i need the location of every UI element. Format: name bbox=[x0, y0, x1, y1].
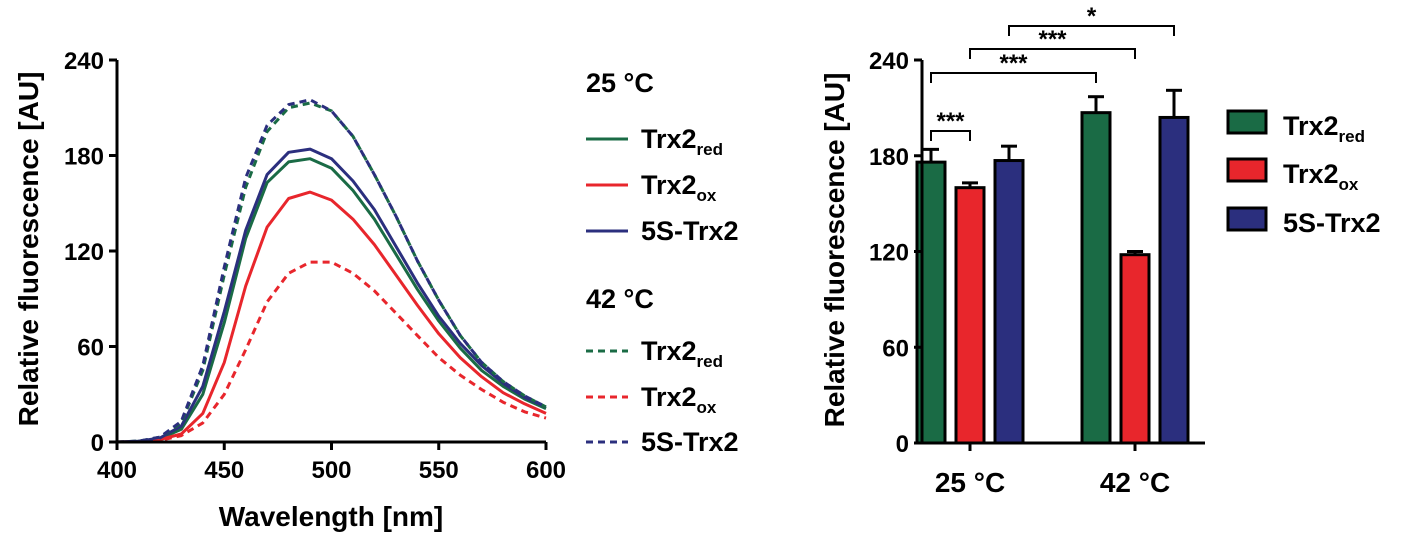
spectrum-line-5 bbox=[116, 98, 547, 444]
bar-legend-label-0-sub: red bbox=[1339, 127, 1365, 146]
line-y-tick-label-4: 240 bbox=[64, 48, 104, 75]
bar-legend-label-1-sub: ox bbox=[1339, 175, 1359, 194]
significance-brackets: ********** bbox=[930, 3, 1175, 141]
spectrum-line-0 bbox=[116, 157, 547, 444]
bar-chart: 0 60 120 180 240 25 °C 42 °C Relative fluoresc… bbox=[819, 3, 1381, 498]
bar-legend-label-1: Trx2ox bbox=[1283, 159, 1359, 194]
bar-axes: 0 60 120 180 240 25 °C 42 °C bbox=[869, 48, 1205, 498]
significance-bracket-3 bbox=[1008, 25, 1175, 36]
line-y-tick-label-2: 120 bbox=[64, 239, 104, 266]
bar-legend-swatch-1 bbox=[1226, 157, 1268, 183]
line-x-tick-label-4: 600 bbox=[526, 457, 566, 484]
line-x-tick-label-0: 400 bbox=[97, 457, 137, 484]
bar-legend-swatch-2 bbox=[1226, 206, 1268, 232]
significance-bracket-1 bbox=[930, 72, 1097, 83]
significance-label-2: *** bbox=[1038, 26, 1067, 53]
bar-plot-area bbox=[915, 88, 1190, 445]
significance-bracket-0 bbox=[930, 130, 971, 141]
line-legend-label-2: 5S-Trx2 bbox=[641, 216, 739, 246]
bar-0-1 bbox=[1080, 111, 1112, 445]
line-legend-group-title-1: 42 °C bbox=[586, 284, 654, 314]
significance-label-0: *** bbox=[936, 108, 965, 135]
bar-1-0 bbox=[954, 186, 986, 445]
line-legend-label-2-main: 5S-Trx2 bbox=[641, 216, 739, 246]
spectrum-line-1 bbox=[116, 190, 547, 444]
line-y-tick-label-3: 180 bbox=[64, 144, 104, 171]
bar-legend-label-0: Trx2red bbox=[1283, 111, 1365, 146]
line-x-tick-label-3: 550 bbox=[419, 457, 459, 484]
bar-y-tick-label-0: 0 bbox=[896, 431, 909, 458]
line-x-tick-label-2: 500 bbox=[311, 457, 351, 484]
bar-category-label-0: 25 °C bbox=[935, 467, 1005, 498]
line-legend-label-1: Trx2ox bbox=[641, 170, 717, 205]
significance-label-3: * bbox=[1087, 3, 1097, 30]
line-legend-label-3: Trx2red bbox=[641, 336, 723, 371]
line-y-tick-label-0: 0 bbox=[91, 430, 104, 457]
bar-y-tick-label-1: 60 bbox=[882, 335, 909, 362]
line-legend-label-0-sub: red bbox=[697, 140, 723, 159]
line-x-axis-title: Wavelength [nm] bbox=[219, 501, 444, 532]
significance-label-1: *** bbox=[999, 50, 1028, 77]
spectrum-line-4 bbox=[116, 260, 547, 444]
bar-y-tick-label-4: 240 bbox=[869, 48, 909, 75]
bar-y-tick-label-2: 120 bbox=[869, 240, 909, 267]
bar-y-axis-title: Relative fluorescence [AU] bbox=[819, 73, 850, 428]
line-legend-label-5: 5S-Trx2 bbox=[641, 427, 739, 457]
bar-1-1 bbox=[1119, 253, 1151, 445]
line-axes: 400 450 500 550 600 0 60 120 180 240 bbox=[64, 48, 566, 484]
line-legend-group-title-0: 25 °C bbox=[586, 68, 654, 98]
line-chart: 400 450 500 550 600 0 60 120 180 240 Wavelength [… bbox=[13, 48, 739, 532]
line-legend-label-4: Trx2ox bbox=[641, 382, 717, 417]
line-legend-label-0-main: Trx2 bbox=[641, 124, 697, 154]
line-legend-label-3-sub: red bbox=[697, 352, 723, 371]
bar-legend-swatch-0 bbox=[1226, 109, 1268, 135]
line-legend-label-4-sub: ox bbox=[697, 398, 717, 417]
bar-category-label-1: 42 °C bbox=[1100, 467, 1170, 498]
bar-y-tick-label-3: 180 bbox=[869, 144, 909, 171]
significance-bracket-2 bbox=[969, 48, 1136, 59]
line-legend-label-1-sub: ox bbox=[697, 186, 717, 205]
bar-legend-label-0-main: Trx2 bbox=[1283, 111, 1339, 141]
bar-legend-label-1-main: Trx2 bbox=[1283, 159, 1339, 189]
bar-legend-label-2-main: 5S-Trx2 bbox=[1283, 208, 1381, 238]
bar-legend-label-2: 5S-Trx2 bbox=[1283, 208, 1381, 238]
bar-2-0 bbox=[993, 159, 1025, 445]
line-y-tick-label-1: 60 bbox=[77, 335, 104, 362]
spectrum-line-2 bbox=[116, 147, 547, 444]
line-legend-label-1-main: Trx2 bbox=[641, 170, 697, 200]
line-y-axis-title: Relative fluorescence [AU] bbox=[13, 72, 44, 427]
line-plot-area bbox=[116, 98, 547, 444]
line-x-tick-label-1: 450 bbox=[204, 457, 244, 484]
line-legend-label-4-main: Trx2 bbox=[641, 382, 697, 412]
line-legend-label-0: Trx2red bbox=[641, 124, 723, 159]
line-legend-label-5-main: 5S-Trx2 bbox=[641, 427, 739, 457]
bar-2-1 bbox=[1158, 115, 1190, 445]
line-legend-label-3-main: Trx2 bbox=[641, 336, 697, 366]
